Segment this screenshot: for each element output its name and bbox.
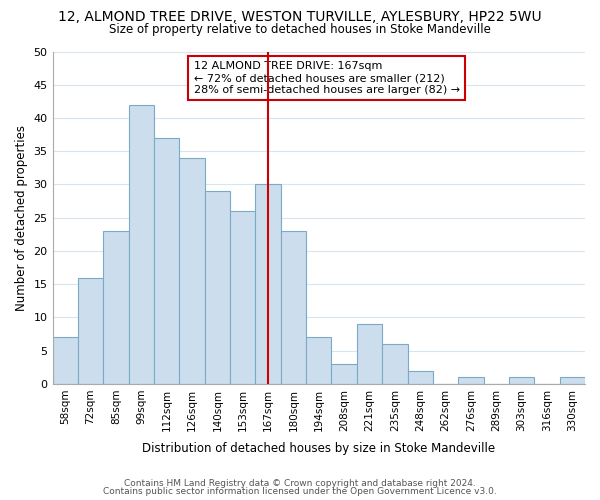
Bar xyxy=(560,378,585,384)
X-axis label: Distribution of detached houses by size in Stoke Mandeville: Distribution of detached houses by size … xyxy=(142,442,496,455)
Text: 12, ALMOND TREE DRIVE, WESTON TURVILLE, AYLESBURY, HP22 5WU: 12, ALMOND TREE DRIVE, WESTON TURVILLE, … xyxy=(58,10,542,24)
Bar xyxy=(281,231,306,384)
Bar xyxy=(509,378,534,384)
Text: Contains public sector information licensed under the Open Government Licence v3: Contains public sector information licen… xyxy=(103,487,497,496)
Bar xyxy=(357,324,382,384)
Bar xyxy=(306,338,331,384)
Bar xyxy=(230,211,256,384)
Bar xyxy=(78,278,103,384)
Bar xyxy=(179,158,205,384)
Bar xyxy=(407,370,433,384)
Text: 12 ALMOND TREE DRIVE: 167sqm
← 72% of detached houses are smaller (212)
28% of s: 12 ALMOND TREE DRIVE: 167sqm ← 72% of de… xyxy=(194,62,460,94)
Bar xyxy=(154,138,179,384)
Bar xyxy=(331,364,357,384)
Y-axis label: Number of detached properties: Number of detached properties xyxy=(15,124,28,310)
Bar xyxy=(103,231,128,384)
Bar xyxy=(382,344,407,384)
Bar xyxy=(256,184,281,384)
Bar xyxy=(128,104,154,384)
Text: Size of property relative to detached houses in Stoke Mandeville: Size of property relative to detached ho… xyxy=(109,22,491,36)
Bar xyxy=(458,378,484,384)
Bar xyxy=(53,338,78,384)
Text: Contains HM Land Registry data © Crown copyright and database right 2024.: Contains HM Land Registry data © Crown c… xyxy=(124,478,476,488)
Bar xyxy=(205,191,230,384)
